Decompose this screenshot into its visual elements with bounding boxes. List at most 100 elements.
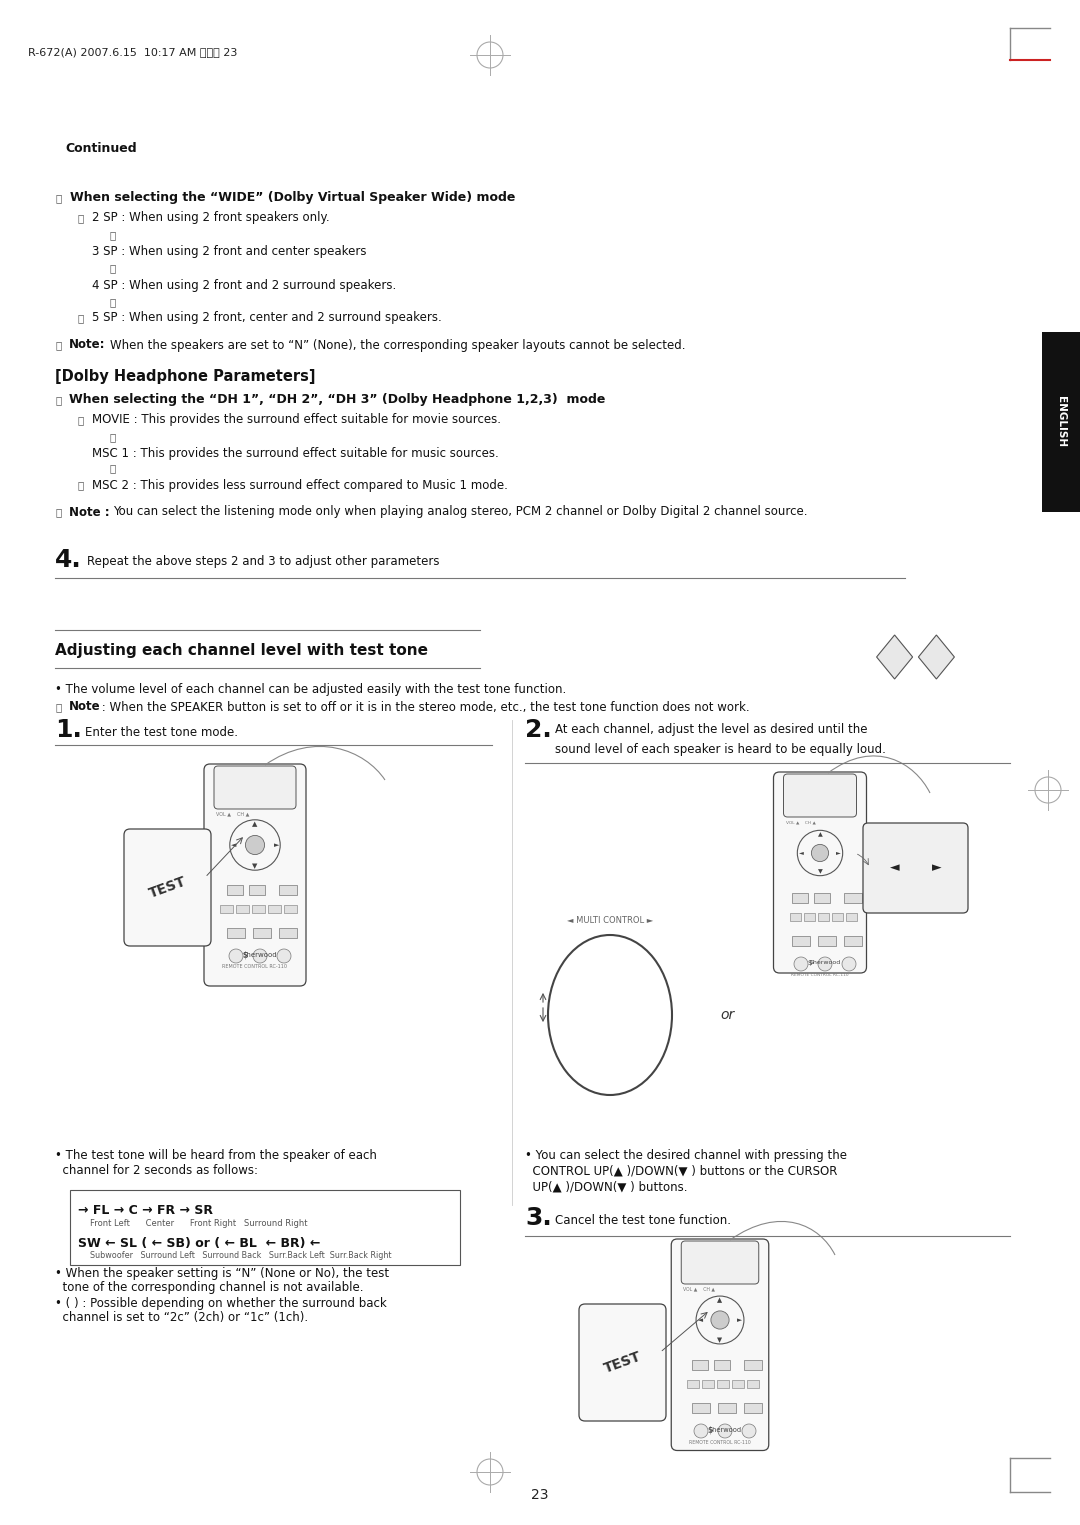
Text: Note:: Note: xyxy=(69,339,106,351)
Text: When selecting the “WIDE” (Dolby Virtual Speaker Wide) mode: When selecting the “WIDE” (Dolby Virtual… xyxy=(70,192,515,204)
Text: 樋: 樋 xyxy=(110,432,117,442)
Polygon shape xyxy=(918,634,955,679)
Bar xyxy=(789,913,800,921)
FancyBboxPatch shape xyxy=(204,764,306,987)
Bar xyxy=(843,936,862,946)
FancyBboxPatch shape xyxy=(672,1238,769,1450)
Bar xyxy=(792,936,810,946)
Text: When the speakers are set to “N” (None), the corresponding speaker layouts canno: When the speakers are set to “N” (None),… xyxy=(110,339,686,351)
Text: 4.: 4. xyxy=(55,547,82,572)
Text: channel is set to “2c” (2ch) or “1c” (1ch).: channel is set to “2c” (2ch) or “1c” (1c… xyxy=(55,1310,308,1324)
Text: ▲: ▲ xyxy=(717,1298,723,1302)
Text: $: $ xyxy=(707,1426,713,1435)
Circle shape xyxy=(842,958,856,971)
Bar xyxy=(70,1190,460,1266)
Bar xyxy=(237,904,248,913)
Bar xyxy=(732,1380,744,1388)
Text: : When the SPEAKER button is set to off or it is in the stereo mode, etc., the t: : When the SPEAKER button is set to off … xyxy=(98,700,750,714)
Text: 23: 23 xyxy=(531,1488,549,1502)
Text: Note: Note xyxy=(69,700,100,714)
Text: TEST: TEST xyxy=(602,1350,643,1376)
Text: REMOTE CONTROL RC-110: REMOTE CONTROL RC-110 xyxy=(222,964,287,970)
Text: tone of the corresponding channel is not available.: tone of the corresponding channel is not… xyxy=(55,1281,364,1293)
Bar xyxy=(249,884,265,895)
Text: Cancel the test tone function.: Cancel the test tone function. xyxy=(555,1214,731,1226)
Bar xyxy=(792,894,808,903)
Text: 樋: 樋 xyxy=(55,395,62,406)
Text: Sherwood: Sherwood xyxy=(809,961,840,965)
Bar xyxy=(692,1360,708,1369)
Text: ▲: ▲ xyxy=(253,820,258,827)
Text: Sherwood: Sherwood xyxy=(243,952,278,958)
Text: Enter the test tone mode.: Enter the test tone mode. xyxy=(85,726,238,738)
Text: 樋: 樋 xyxy=(77,480,83,490)
Circle shape xyxy=(711,1312,729,1330)
Text: [Dolby Headphone Parameters]: [Dolby Headphone Parameters] xyxy=(55,369,315,383)
Text: CONTROL UP(▲ )/DOWN(▼ ) buttons or the CURSOR: CONTROL UP(▲ )/DOWN(▼ ) buttons or the C… xyxy=(525,1165,837,1177)
Text: 3.: 3. xyxy=(525,1206,552,1231)
Text: UP(▲ )/DOWN(▼ ) buttons.: UP(▲ )/DOWN(▼ ) buttons. xyxy=(525,1180,688,1194)
Circle shape xyxy=(718,1424,732,1438)
Text: ENGLISH: ENGLISH xyxy=(1056,396,1066,447)
Text: ►: ► xyxy=(932,862,941,874)
Text: MSC 1 : This provides the surround effect suitable for music sources.: MSC 1 : This provides the surround effec… xyxy=(92,447,499,459)
Bar xyxy=(702,1380,714,1388)
Text: When selecting the “DH 1”, “DH 2”, “DH 3” (Dolby Headphone 1,2,3)  mode: When selecting the “DH 1”, “DH 2”, “DH 3… xyxy=(69,393,606,407)
Bar xyxy=(687,1380,699,1388)
Bar xyxy=(268,904,281,913)
Text: Subwoofer   Surround Left   Surround Back   Surr.Back Left  Surr.Back Right: Subwoofer Surround Left Surround Back Su… xyxy=(90,1252,391,1261)
Bar xyxy=(714,1360,730,1369)
Text: REMOTE CONTROL RC-110: REMOTE CONTROL RC-110 xyxy=(689,1440,751,1444)
Text: • When the speaker setting is “N” (None or No), the test: • When the speaker setting is “N” (None … xyxy=(55,1266,389,1279)
Text: ►: ► xyxy=(836,851,841,856)
Text: $: $ xyxy=(808,961,812,965)
Text: 樋: 樋 xyxy=(110,262,117,273)
Text: Sherwood: Sherwood xyxy=(708,1427,742,1434)
Text: ◄: ◄ xyxy=(231,842,237,848)
Text: • You can select the desired channel with pressing the: • You can select the desired channel wit… xyxy=(525,1148,847,1162)
Text: ▼: ▼ xyxy=(717,1337,723,1344)
Bar xyxy=(832,913,842,921)
Text: 樋: 樋 xyxy=(55,340,62,351)
Text: 1.: 1. xyxy=(55,718,82,743)
Bar xyxy=(227,929,245,938)
Text: At each channel, adjust the level as desired until the: At each channel, adjust the level as des… xyxy=(555,723,867,737)
Bar xyxy=(253,929,271,938)
Bar xyxy=(284,904,297,913)
Text: 樋: 樋 xyxy=(77,313,83,323)
Text: VOL ▲    CH ▲: VOL ▲ CH ▲ xyxy=(684,1286,715,1292)
Text: ▲: ▲ xyxy=(818,831,822,837)
Bar xyxy=(718,1403,735,1414)
Text: 樋: 樋 xyxy=(55,194,62,203)
Bar xyxy=(814,894,831,903)
Circle shape xyxy=(245,836,265,854)
Text: 樋: 樋 xyxy=(77,214,83,223)
Text: MOVIE : This provides the surround effect suitable for movie sources.: MOVIE : This provides the surround effec… xyxy=(92,413,501,427)
Circle shape xyxy=(811,845,828,862)
FancyBboxPatch shape xyxy=(579,1304,666,1421)
Bar xyxy=(744,1403,762,1414)
Text: sound level of each speaker is heard to be equally loud.: sound level of each speaker is heard to … xyxy=(555,743,886,755)
FancyBboxPatch shape xyxy=(124,830,211,946)
Bar xyxy=(1042,332,1080,512)
Text: ▼: ▼ xyxy=(253,863,258,869)
Circle shape xyxy=(253,949,267,962)
FancyBboxPatch shape xyxy=(863,824,968,913)
Text: 樋: 樋 xyxy=(55,702,62,712)
Text: ◄ MULTI CONTROL ►: ◄ MULTI CONTROL ► xyxy=(567,917,653,926)
Circle shape xyxy=(694,1424,708,1438)
Polygon shape xyxy=(877,634,913,679)
Bar xyxy=(252,904,265,913)
Text: ►: ► xyxy=(738,1318,743,1324)
Circle shape xyxy=(229,949,243,962)
Text: or: or xyxy=(720,1008,734,1022)
Text: Continued: Continued xyxy=(65,142,137,154)
Text: 4 SP : When using 2 front and 2 surround speakers.: 4 SP : When using 2 front and 2 surround… xyxy=(92,279,396,291)
Text: ▼: ▼ xyxy=(818,869,822,874)
Bar xyxy=(744,1360,762,1369)
Text: Front Left      Center      Front Right   Surround Right: Front Left Center Front Right Surround R… xyxy=(90,1218,308,1228)
Text: ◄: ◄ xyxy=(799,851,804,856)
Text: REMOTE CONTROL RC-110: REMOTE CONTROL RC-110 xyxy=(792,973,849,978)
Text: 2 SP : When using 2 front speakers only.: 2 SP : When using 2 front speakers only. xyxy=(92,212,329,224)
Text: VOL ▲    CH ▲: VOL ▲ CH ▲ xyxy=(785,820,815,824)
